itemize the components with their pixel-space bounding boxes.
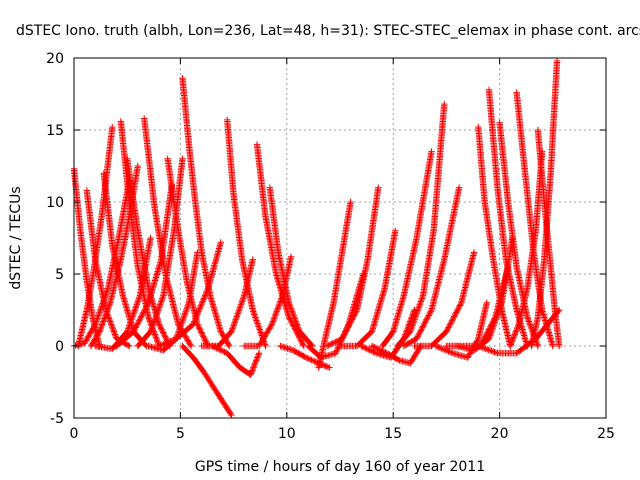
tick-layer: 0 5 10 15 20 25 -5 0 5 10 15 20	[46, 51, 615, 442]
data-point-markers	[394, 100, 448, 350]
y-tick-label: 10	[46, 195, 64, 211]
data-point-markers	[443, 263, 512, 350]
y-tick-label: 5	[55, 267, 64, 283]
data-point-markers	[336, 227, 399, 350]
y-tick-label: 20	[46, 51, 64, 67]
series-arc30	[394, 100, 448, 350]
x-tick-label: 15	[384, 426, 402, 442]
data-layer	[70, 57, 563, 419]
series-arc16	[224, 116, 269, 350]
data-point-markers	[92, 234, 154, 353]
data-point-markers	[241, 253, 295, 350]
data-point-markers	[534, 126, 563, 350]
series-arc31	[400, 184, 463, 350]
data-point-markers	[379, 148, 435, 350]
series-arc21	[241, 253, 295, 350]
data-point-markers	[411, 249, 478, 350]
x-tick-label: 20	[491, 426, 509, 442]
series-arc18	[209, 342, 263, 378]
data-point-markers	[164, 155, 212, 350]
series-arc4	[83, 187, 133, 350]
series-arc28	[368, 342, 425, 367]
series-arc45	[145, 249, 201, 354]
y-axis-title: dSTEC / TECUs	[8, 186, 24, 289]
series-arc44	[92, 234, 154, 353]
x-tick-label: 25	[597, 426, 615, 442]
y-tick-label: -5	[50, 411, 64, 427]
data-point-markers	[179, 342, 235, 419]
data-point-markers	[145, 249, 201, 354]
data-point-markers	[315, 198, 354, 371]
series-arc14	[179, 342, 235, 419]
chart-title: dSTEC Iono. truth (albh, Lon=236, Lat=48…	[16, 23, 640, 39]
y-tick-label: 15	[46, 123, 64, 139]
series-arc32	[411, 249, 478, 350]
data-point-markers	[400, 184, 463, 350]
series-arc25	[324, 184, 382, 350]
data-point-markers	[253, 141, 307, 350]
x-tick-label: 10	[278, 426, 296, 442]
x-tick-label: 0	[70, 426, 79, 442]
series-arc26	[336, 227, 399, 350]
series-arc19	[253, 141, 307, 350]
x-tick-label: 5	[176, 426, 185, 442]
data-point-markers	[209, 342, 263, 378]
x-axis-title: GPS time / hours of day 160 of year 2011	[195, 459, 485, 475]
data-point-markers	[324, 184, 382, 350]
y-tick-label: 0	[55, 339, 64, 355]
data-point-markers	[513, 89, 556, 350]
series-arc29	[379, 148, 435, 350]
data-point-markers	[368, 342, 425, 367]
series-arc41	[534, 126, 563, 350]
series-arc12	[164, 155, 212, 350]
series-arc43	[443, 263, 512, 350]
series-arc38	[513, 89, 556, 350]
series-arc23	[315, 198, 354, 371]
series-arc40	[528, 57, 561, 350]
data-point-markers	[83, 187, 133, 350]
data-point-markers	[528, 57, 561, 350]
data-point-markers	[224, 116, 269, 350]
plot-frame	[73, 57, 607, 419]
